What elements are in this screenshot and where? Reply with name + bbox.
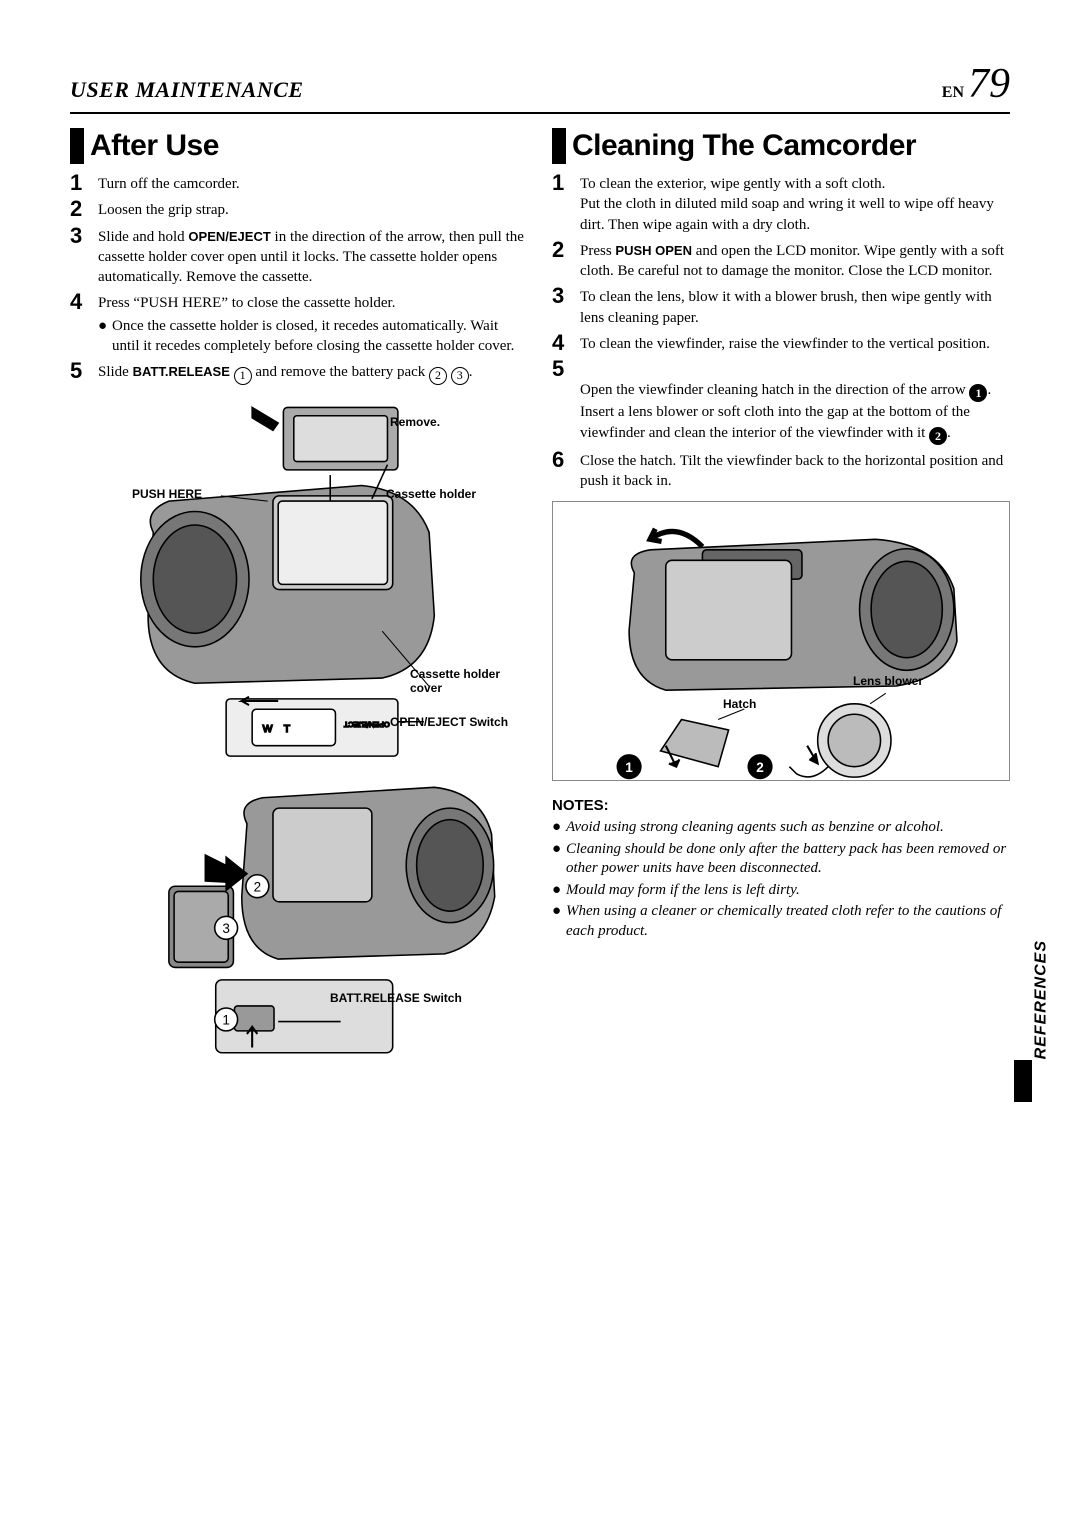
right-column: Cleaning The Camcorder 1 To clean the ex… (552, 128, 1010, 1037)
left-step-3: 3 Slide and hold OPEN/EJECT in the direc… (70, 227, 528, 288)
circled-2-icon: 2 (429, 367, 447, 385)
left-step-4-sub: ● Once the cassette holder is closed, it… (98, 316, 528, 357)
left-step-4: 4 Press “PUSH HERE” to close the cassett… (70, 293, 528, 356)
cleaning-heading: Cleaning The Camcorder (552, 128, 1010, 164)
left-step-2: 2 Loosen the grip strap. (70, 200, 528, 220)
svg-text:OPEN/EJECT: OPEN/EJECT (343, 720, 389, 729)
left-step-5: 5 Slide BATT.RELEASE 1 and remove the ba… (70, 362, 528, 385)
right-step-6: 6 Close the hatch. Tilt the viewfinder b… (552, 451, 1010, 492)
heading-bar-icon (552, 128, 566, 164)
note-4: ●When using a cleaner or chemically trea… (552, 902, 1010, 941)
right-step-2: 2 Press PUSH OPEN and open the LCD monit… (552, 241, 1010, 282)
svg-text:1: 1 (222, 1013, 230, 1028)
label-hatch: Hatch (723, 697, 756, 711)
svg-text:2: 2 (254, 879, 262, 894)
label-lens-blower: Lens blower (853, 674, 923, 688)
circled-1-icon: 1 (234, 367, 252, 385)
after-use-title: After Use (90, 129, 219, 163)
svg-text:1: 1 (625, 760, 633, 775)
black-circled-1-icon: 1 (969, 384, 987, 402)
left-step-1: 1 Turn off the camcorder. (70, 174, 528, 194)
black-circled-2-icon: 2 (929, 427, 947, 445)
side-tab: REFERENCES (1032, 940, 1050, 1059)
right-step-1: 1 To clean the exterior, wipe gently wit… (552, 174, 1010, 235)
page-header: USER MAINTENANCE EN 79 (70, 60, 1010, 114)
label-open-eject: OPEN/EJECT Switch (390, 715, 508, 729)
after-use-heading: After Use (70, 128, 528, 164)
side-tab-marker (1014, 1060, 1032, 1102)
svg-text:3: 3 (222, 921, 230, 936)
right-step-5: 5 Open the viewfinder cleaning hatch in … (552, 360, 1010, 445)
right-step-3: 3 To clean the lens, blow it with a blow… (552, 287, 1010, 328)
label-cassette-holder: Cassette holder (386, 487, 476, 501)
after-use-diagram: W T OPEN/EJECT (70, 397, 528, 1037)
left-column: After Use 1 Turn off the camcorder. 2 Lo… (70, 128, 528, 1037)
label-cassette-cover: Cassette holder cover (410, 667, 520, 695)
notes-header: NOTES: (552, 797, 1010, 814)
note-3: ●Mould may form if the lens is left dirt… (552, 881, 1010, 901)
note-2: ●Cleaning should be done only after the … (552, 840, 1010, 879)
heading-bar-icon (70, 128, 84, 164)
label-batt-release: BATT.RELEASE Switch (330, 991, 462, 1005)
svg-text:2: 2 (756, 760, 764, 775)
circled-3-icon: 3 (451, 367, 469, 385)
cleaning-diagram: 1 2 Lens blower Hatch (552, 501, 1010, 781)
section-name: USER MAINTENANCE (70, 77, 304, 103)
cleaning-diagram-icon: 1 2 (561, 510, 1001, 793)
lang-code: EN (942, 84, 964, 101)
note-1: ●Avoid using strong cleaning agents such… (552, 818, 1010, 838)
page-number-block: EN 79 (942, 60, 1010, 108)
cleaning-title: Cleaning The Camcorder (572, 129, 916, 163)
label-push-here: PUSH HERE (132, 487, 202, 501)
svg-text:W T: W T (263, 724, 291, 735)
right-step-4: 4 To clean the viewfinder, raise the vie… (552, 334, 1010, 354)
page-number: 79 (968, 61, 1010, 107)
label-remove: Remove. (390, 415, 440, 429)
